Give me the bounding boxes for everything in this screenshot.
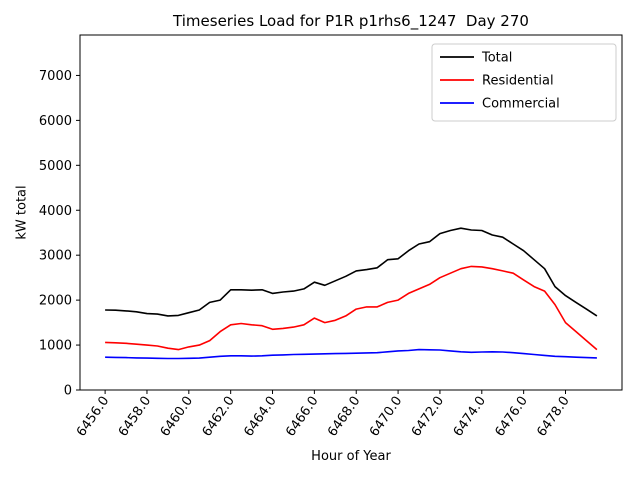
x-tick-label: 6472.0 (409, 394, 447, 440)
x-tick-label: 6478.0 (534, 394, 572, 440)
axes-frame (79, 34, 623, 391)
y-tick-label: 4000 (39, 204, 72, 219)
residential-line (105, 265, 598, 351)
x-tick-label: 6466.0 (283, 394, 321, 440)
x-tick-label: 6476.0 (493, 394, 531, 440)
y-tick-label: 1000 (39, 339, 72, 354)
x-tick-label: 6474.0 (451, 394, 489, 440)
commercial-line (105, 348, 597, 360)
legend-entry-label: Total (481, 51, 512, 66)
x-tick-label: 6458.0 (116, 394, 154, 440)
y-tick-label: 7000 (39, 69, 72, 84)
x-tick-label: 6456.0 (74, 394, 112, 440)
y-tick-label: 6000 (39, 114, 72, 129)
legend-box (431, 43, 617, 122)
y-tick-label: 0 (64, 384, 72, 399)
legend-entry-label: Commercial (482, 97, 560, 112)
y-tick-label: 3000 (39, 249, 72, 264)
x-tick-label: 6460.0 (158, 394, 196, 440)
x-tick-label: 6468.0 (325, 394, 363, 440)
y-axis-label: kW total (14, 185, 30, 240)
total-line (105, 227, 598, 317)
x-tick-label: 6470.0 (367, 394, 405, 440)
x-tick-label: 6462.0 (200, 394, 238, 440)
x-axis-label: Hour of Year (311, 449, 391, 464)
y-tick-label: 5000 (39, 159, 72, 174)
chart-title: Timeseries Load for P1R p1rhs6_1247 Day … (173, 12, 529, 30)
x-tick-label: 6464.0 (241, 394, 279, 440)
legend-entry-label: Residential (482, 74, 554, 89)
y-tick-label: 2000 (39, 294, 72, 309)
